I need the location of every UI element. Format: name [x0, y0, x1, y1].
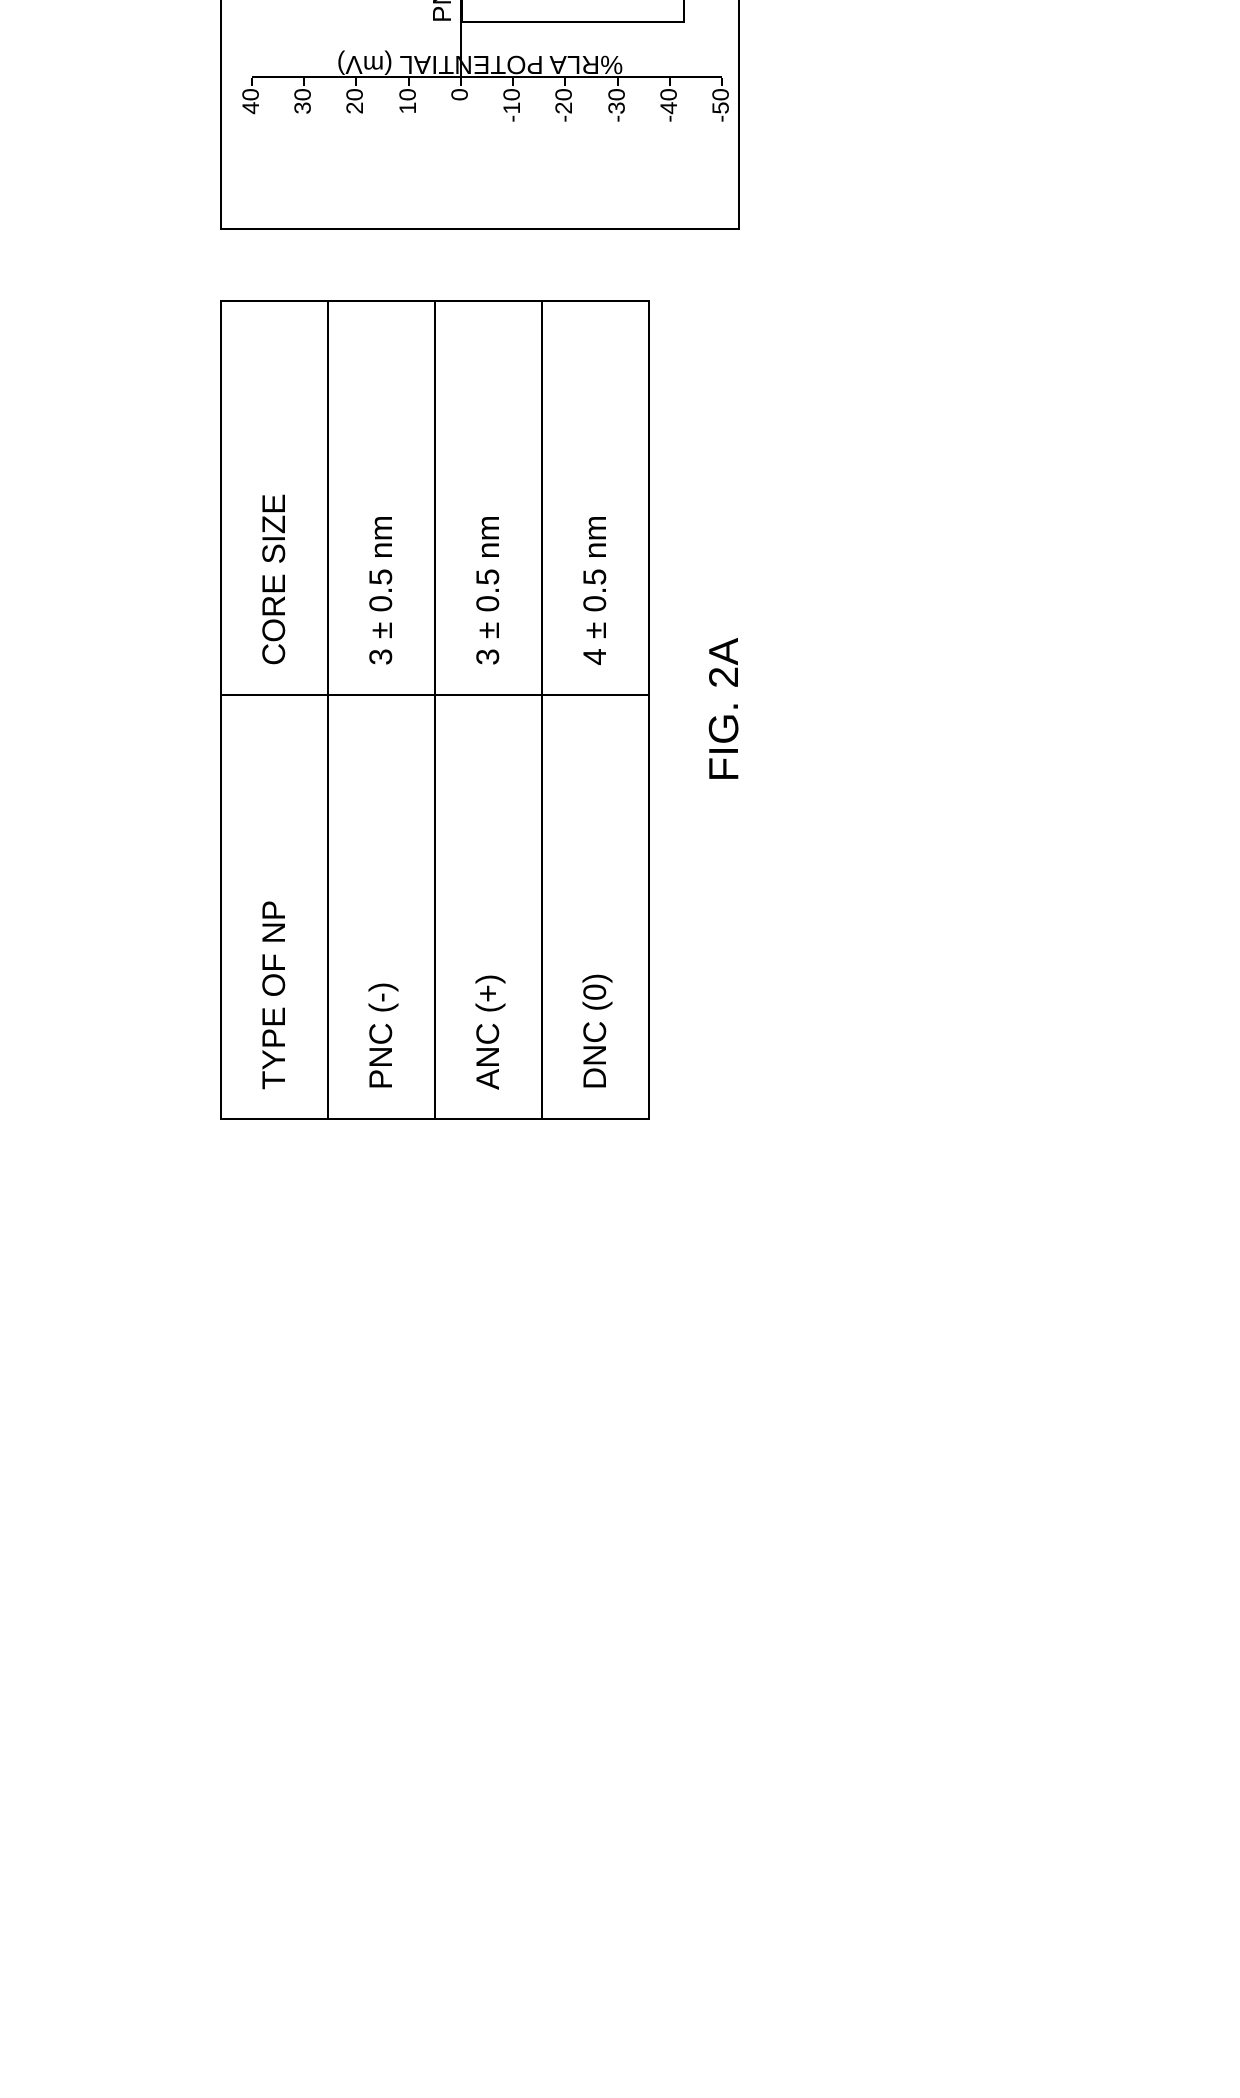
fig-2a-caption: FIG. 2A	[700, 300, 748, 1120]
y-tick-label: -50	[708, 88, 736, 148]
y-tick	[355, 78, 357, 86]
bar-chart: %RLA POTENTIAL (mV) -50-40-30-20-1001020…	[220, 0, 740, 230]
table-cell: 4 ± 0.5 nm	[542, 301, 649, 695]
table-header: TYPE OF NP	[221, 695, 328, 1119]
y-tick	[512, 78, 514, 86]
y-tick	[303, 78, 305, 86]
np-table: TYPE OF NPCORE SIZEPNC (-)3 ± 0.5 nmANC …	[220, 300, 650, 1120]
table-cell: ANC (+)	[435, 695, 542, 1119]
table-row: PNC (-)3 ± 0.5 nm	[328, 301, 435, 1119]
table-cell: PNC (-)	[328, 695, 435, 1119]
table-cell: 3 ± 0.5 nm	[435, 301, 542, 695]
category-label: PNC (-)	[427, 0, 458, 23]
y-tick	[460, 78, 462, 86]
y-tick-label: -40	[656, 88, 684, 148]
table-cell: 3 ± 0.5 nm	[328, 301, 435, 695]
figure-2b: %RLA POTENTIAL (mV) -50-40-30-20-1001020…	[220, 0, 838, 230]
table-cell: DNC (0)	[542, 695, 649, 1119]
y-tick-label: -20	[551, 88, 579, 148]
y-tick	[669, 78, 671, 86]
plot-area: -50-40-30-20-10010203040PNC (-)DNC (0)AN…	[252, 0, 722, 78]
y-tick	[564, 78, 566, 86]
y-tick	[617, 78, 619, 86]
y-axis-line	[252, 76, 722, 78]
y-tick-label: 30	[290, 88, 318, 148]
table-row: ANC (+)3 ± 0.5 nm	[435, 301, 542, 1119]
fig-2b-caption: FIG. 2B	[790, 0, 838, 230]
figure-2a: TYPE OF NPCORE SIZEPNC (-)3 ± 0.5 nmANC …	[220, 300, 748, 1120]
y-tick-label: 10	[395, 88, 423, 148]
y-tick	[721, 78, 723, 86]
table-header: CORE SIZE	[221, 301, 328, 695]
y-tick	[408, 78, 410, 86]
y-tick-label: 40	[238, 88, 266, 148]
bar	[461, 0, 686, 23]
y-tick-label: 0	[447, 88, 475, 148]
table-row: DNC (0)4 ± 0.5 nm	[542, 301, 649, 1119]
y-tick-label: 20	[342, 88, 370, 148]
y-tick	[251, 78, 253, 86]
y-tick-label: -30	[604, 88, 632, 148]
y-tick-label: -10	[499, 88, 527, 148]
